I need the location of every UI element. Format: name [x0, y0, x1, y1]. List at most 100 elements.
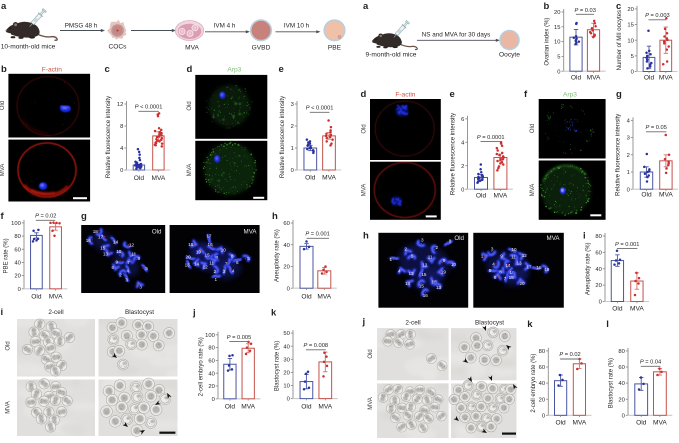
svg-text:MVA: MVA [547, 235, 561, 242]
svg-text:4: 4 [492, 262, 495, 267]
svg-text:80: 80 [14, 234, 20, 240]
svg-text:12: 12 [422, 263, 428, 268]
svg-text:3: 3 [139, 284, 142, 289]
svg-text:Relative fluorescence intensit: Relative fluorescence intensity [105, 95, 112, 178]
svg-text:10: 10 [627, 38, 633, 44]
svg-text:4: 4 [398, 269, 401, 274]
svg-text:18: 18 [93, 229, 99, 234]
svg-text:Old: Old [362, 124, 368, 133]
svg-text:8: 8 [449, 239, 452, 244]
svg-text:17: 17 [206, 234, 212, 239]
svg-text:1: 1 [215, 277, 218, 282]
svg-text:Ovarian index (%): Ovarian index (%) [545, 18, 551, 66]
svg-text:10: 10 [554, 40, 560, 46]
svg-text:6: 6 [112, 265, 115, 270]
svg-text:f: f [524, 89, 528, 100]
svg-text:Blastocyst rate (%): Blastocyst rate (%) [609, 358, 615, 408]
svg-text:14: 14 [405, 281, 411, 286]
svg-text:Old: Old [636, 420, 647, 427]
svg-text:2: 2 [119, 272, 122, 277]
svg-text:12: 12 [203, 264, 209, 269]
svg-text:20: 20 [519, 281, 525, 286]
svg-text:2-cell embryo rate (%): 2-cell embryo rate (%) [199, 337, 205, 396]
svg-text:15: 15 [100, 246, 106, 251]
svg-text:9: 9 [443, 258, 446, 263]
svg-text:14: 14 [505, 263, 511, 268]
svg-text:0: 0 [18, 287, 21, 293]
svg-text:0: 0 [287, 397, 290, 403]
svg-text:40: 40 [14, 261, 20, 267]
svg-text:9-month-old mice: 9-month-old mice [366, 52, 417, 59]
svg-text:16: 16 [423, 293, 429, 298]
svg-text:40: 40 [283, 344, 289, 350]
svg-text:80: 80 [618, 349, 624, 355]
svg-text:MVA: MVA [0, 164, 6, 177]
svg-text:c: c [105, 64, 110, 75]
svg-text:2-cell: 2-cell [48, 309, 63, 316]
svg-text:4: 4 [627, 119, 631, 125]
svg-text:16: 16 [208, 242, 214, 247]
svg-text:100: 100 [11, 221, 21, 227]
svg-text:Blastocyst rate (%): Blastocyst rate (%) [275, 341, 281, 391]
svg-text:Old: Old [225, 403, 236, 410]
svg-text:3: 3 [291, 102, 294, 108]
svg-text:10: 10 [511, 247, 517, 252]
svg-text:Aneuploidy rate (%): Aneuploidy rate (%) [275, 229, 281, 282]
svg-text:P = 0.008: P = 0.008 [304, 343, 329, 349]
svg-text:0: 0 [622, 413, 625, 419]
svg-text:19: 19 [196, 250, 202, 255]
svg-text:MVA: MVA [653, 420, 667, 427]
svg-text:Old: Old [305, 175, 316, 182]
svg-text:20: 20 [208, 384, 214, 390]
svg-text:MVA: MVA [151, 175, 165, 182]
svg-text:Old: Old [152, 229, 162, 236]
svg-text:c: c [616, 1, 621, 12]
svg-text:0: 0 [627, 187, 630, 193]
svg-text:MVA: MVA [659, 75, 673, 82]
svg-text:MVA: MVA [572, 420, 586, 427]
svg-text:2: 2 [214, 269, 217, 274]
svg-text:P < 0.0001: P < 0.0001 [135, 105, 163, 111]
svg-text:60: 60 [618, 365, 624, 371]
svg-text:MVA: MVA [49, 294, 63, 301]
svg-text:j: j [192, 308, 196, 319]
svg-text:7: 7 [504, 276, 507, 281]
svg-text:a: a [363, 1, 369, 12]
svg-text:14: 14 [113, 240, 119, 245]
svg-text:MVA: MVA [185, 45, 199, 52]
svg-text:6: 6 [236, 260, 239, 265]
svg-text:4: 4 [120, 146, 124, 152]
svg-text:9: 9 [116, 260, 119, 265]
svg-text:Old: Old [555, 420, 566, 427]
svg-text:Old: Old [454, 235, 464, 242]
svg-text:MVA: MVA [241, 403, 255, 410]
svg-text:MVA: MVA [530, 184, 536, 197]
svg-text:PBE rate (%): PBE rate (%) [4, 238, 10, 273]
svg-text:k: k [271, 308, 277, 319]
svg-text:k: k [527, 319, 533, 330]
svg-text:0: 0 [599, 300, 602, 306]
svg-text:Blastocyst: Blastocyst [475, 320, 504, 327]
svg-text:Relative fluorescence intensit: Relative fluorescence intensity [450, 112, 457, 195]
svg-text:Old: Old [0, 101, 6, 110]
svg-text:40: 40 [618, 381, 624, 387]
svg-text:10: 10 [451, 262, 457, 267]
svg-text:Relative fluorescence intensit: Relative fluorescence intensity [279, 95, 286, 178]
svg-text:40: 40 [283, 243, 289, 249]
svg-text:3: 3 [125, 278, 128, 283]
svg-text:g: g [81, 211, 87, 222]
svg-text:Old: Old [641, 192, 652, 199]
svg-text:60: 60 [539, 365, 545, 371]
svg-text:8: 8 [231, 254, 234, 259]
svg-text:18: 18 [432, 279, 438, 284]
svg-text:60: 60 [14, 247, 20, 253]
svg-text:e: e [450, 89, 455, 100]
svg-text:2-cell: 2-cell [405, 320, 420, 327]
svg-text:9: 9 [215, 255, 218, 260]
svg-text:Arp3: Arp3 [563, 92, 577, 99]
svg-text:0: 0 [291, 168, 294, 174]
svg-text:100: 100 [205, 333, 215, 339]
svg-text:3: 3 [421, 237, 424, 242]
svg-text:50: 50 [283, 331, 289, 337]
svg-text:0: 0 [287, 286, 290, 292]
